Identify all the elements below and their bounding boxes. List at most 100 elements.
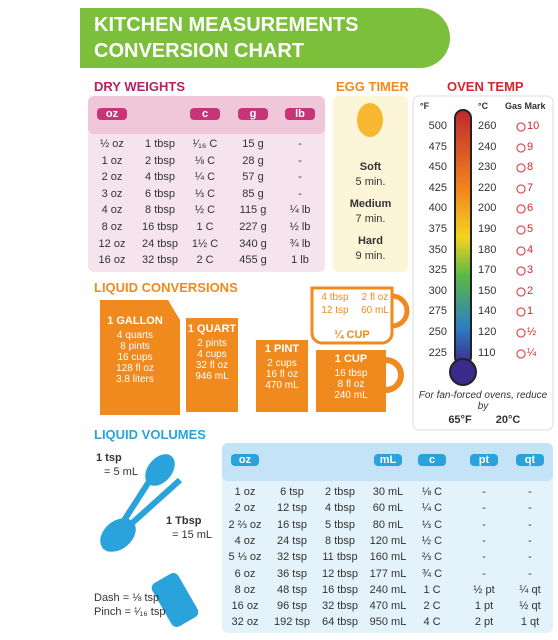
cell: ¾ C bbox=[421, 567, 443, 580]
container-line: 470 mL bbox=[265, 380, 299, 391]
cell: - bbox=[298, 171, 302, 184]
container-line: 60 mL bbox=[361, 305, 389, 316]
container-name: 1 QUART bbox=[187, 323, 237, 335]
cell: 120 mL bbox=[369, 534, 407, 547]
egg-name: Hard bbox=[357, 235, 384, 247]
cell: 15 g bbox=[242, 138, 264, 150]
container-line: 16 tbsp bbox=[334, 368, 368, 379]
cell: 4 tbsp bbox=[145, 171, 175, 184]
container-line: 2 cups bbox=[267, 358, 297, 369]
cell: - bbox=[528, 551, 532, 564]
container-line: 12 tsp bbox=[321, 305, 349, 316]
egg-time: 9 min. bbox=[355, 250, 386, 262]
cell: - bbox=[298, 187, 302, 200]
section-title: EGG TIMER bbox=[336, 79, 409, 94]
gas-mark: 1 bbox=[515, 305, 558, 318]
fahrenheit: 225 bbox=[428, 346, 447, 359]
celsius: 180 bbox=[478, 243, 497, 256]
celsius: 140 bbox=[478, 305, 497, 318]
note: For fan-forced ovens, reduce by bbox=[418, 390, 548, 412]
celsius: 240 bbox=[478, 140, 497, 153]
fahrenheit: 475 bbox=[428, 140, 447, 153]
cell: 1 oz bbox=[234, 486, 256, 498]
fahrenheit: 375 bbox=[428, 223, 447, 235]
note-f: 65°F bbox=[448, 414, 472, 426]
cell: - bbox=[298, 138, 302, 150]
cell: 16 oz bbox=[98, 254, 126, 267]
cell: 2 oz bbox=[234, 502, 256, 515]
cell: - bbox=[528, 518, 532, 531]
cell: 1½ C bbox=[191, 237, 219, 250]
cell: ½ C bbox=[421, 534, 443, 547]
cell: 11 tbsp bbox=[322, 551, 358, 564]
container-line: 8 pints bbox=[120, 341, 150, 352]
cell: 12 tsp bbox=[277, 502, 307, 515]
container-line: 16 cups bbox=[117, 352, 153, 363]
fahrenheit: 500 bbox=[428, 120, 447, 132]
cell: 4 C bbox=[423, 616, 441, 629]
cell: 24 tbsp bbox=[141, 237, 179, 250]
gas-mark: 5 bbox=[515, 223, 558, 235]
icon-label: lb bbox=[285, 108, 315, 120]
cell: 48 tsp bbox=[277, 583, 307, 596]
column-header: °C bbox=[478, 101, 489, 111]
fahrenheit: 300 bbox=[428, 284, 447, 297]
icon-label: g bbox=[238, 108, 268, 120]
cell: 950 mL bbox=[369, 616, 407, 629]
gas-mark: 8 bbox=[515, 161, 558, 174]
container-line: 4 tbsp bbox=[321, 292, 349, 303]
cell: 80 mL bbox=[372, 518, 404, 531]
gas-mark: 4 bbox=[515, 243, 558, 256]
container-line: 2 pints bbox=[197, 338, 227, 349]
cell: 177 mL bbox=[369, 567, 407, 580]
cell: 60 mL bbox=[372, 502, 404, 515]
container-name: ¼ CUP bbox=[334, 329, 370, 341]
cell: - bbox=[482, 518, 486, 531]
cell: 240 mL bbox=[369, 583, 407, 596]
celsius: 190 bbox=[478, 223, 497, 235]
cell: 3 oz bbox=[101, 187, 123, 200]
icon-label: oz bbox=[231, 454, 259, 466]
cell: ⅔ C bbox=[421, 551, 443, 564]
icon-label: mL bbox=[374, 454, 402, 466]
gas-mark: 7 bbox=[515, 181, 558, 194]
icon-label: c bbox=[418, 454, 446, 466]
container-line: 240 mL bbox=[334, 390, 368, 401]
cell: - bbox=[528, 502, 532, 515]
container-name: 1 CUP bbox=[334, 353, 368, 365]
cell: ⅓ C bbox=[194, 187, 216, 200]
fahrenheit: 325 bbox=[428, 264, 447, 277]
gas-mark: ½ bbox=[515, 326, 558, 338]
cell: - bbox=[528, 534, 532, 547]
cell: ¹⁄₁₆ C bbox=[192, 138, 218, 150]
cell: ½ oz bbox=[100, 138, 124, 150]
cell: - bbox=[482, 534, 486, 547]
celsius: 220 bbox=[478, 181, 497, 194]
container-line: 3.8 liters bbox=[116, 374, 154, 385]
cell: - bbox=[528, 567, 532, 580]
gas-mark: 10 bbox=[515, 120, 558, 132]
cell: 64 tbsp bbox=[321, 616, 359, 629]
cell: 4 oz bbox=[234, 534, 256, 547]
cell: 32 tsp bbox=[277, 551, 307, 564]
gas-mark: 6 bbox=[515, 202, 558, 215]
container-line: 32 fl oz bbox=[195, 360, 229, 371]
cell: 8 oz bbox=[234, 583, 256, 596]
cell: 16 oz bbox=[231, 600, 259, 613]
section-title: LIQUID VOLUMES bbox=[94, 427, 206, 442]
cell: 12 tbsp bbox=[321, 567, 359, 580]
cell: ¼ lb bbox=[289, 204, 311, 217]
fahrenheit: 450 bbox=[428, 161, 447, 174]
note-c: 20°C bbox=[495, 414, 521, 426]
cell: 1 tbsp bbox=[145, 138, 175, 150]
note: Dash = ⅛ tsp bbox=[94, 592, 160, 604]
note: = 15 mL bbox=[172, 529, 213, 541]
section-title: LIQUID CONVERSIONS bbox=[94, 280, 238, 295]
cell: 12 oz bbox=[98, 237, 126, 250]
cell: 57 g bbox=[242, 171, 264, 184]
cell: 24 tsp bbox=[277, 534, 307, 547]
cell: 2 C bbox=[423, 600, 441, 613]
cell: ¾ lb bbox=[289, 237, 311, 250]
cell: ¼ qt bbox=[519, 583, 541, 596]
